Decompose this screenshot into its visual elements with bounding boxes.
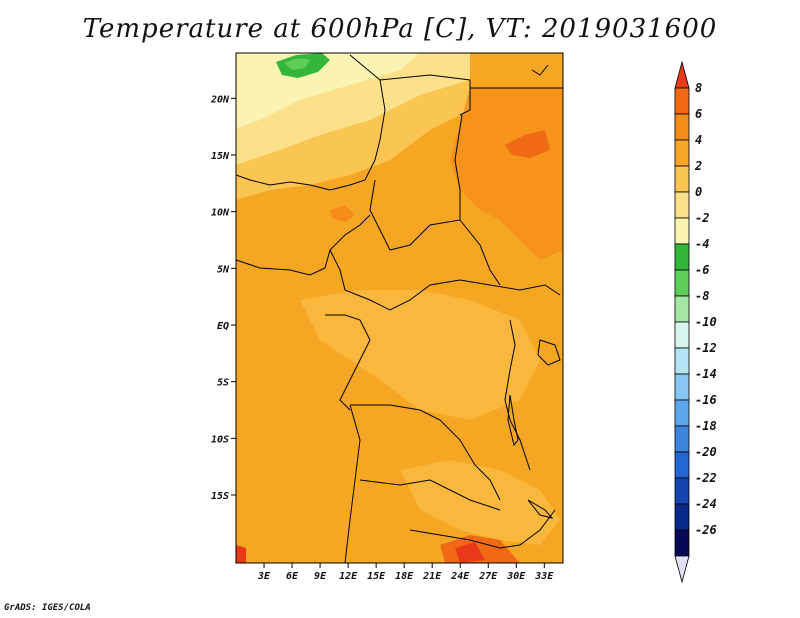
colorbar-swatch-17 [674,503,690,531]
x-tick-label-15E: 15E [367,571,386,582]
y-tick-label-5N: 5N [217,264,230,275]
lake-kariba [527,499,554,519]
sudan-southsudan-border [459,219,501,286]
colorbar-swatch-9 [674,295,690,323]
field-band-minus8-to-minus6 [284,58,310,70]
x-tick-label-6E: 6E [286,571,299,582]
sahel-border [236,54,386,191]
y-tick-label-5S: 5S [217,378,229,389]
x-tick-label-18E: 18E [395,571,414,582]
field-band-4-to-6-central [330,205,355,222]
colorbar-label--8: -8 [695,289,709,303]
colorbar-swatch-15 [674,451,690,479]
colorbar-label--16: -16 [695,393,717,407]
angola-zambia-border [359,479,501,511]
x-tick-label-30E: 30E [506,571,526,582]
colorbar-label--4: -4 [695,237,709,251]
y-tick-label-10N: 10N [211,208,230,219]
angola-west-coast [344,404,361,563]
x-tick-label-9E: 9E [314,571,327,582]
colorbar-swatch-12 [674,373,690,401]
colorbar-swatch-14 [674,425,690,453]
nigeria-cameroon-border [236,214,371,276]
colorbar-swatch-6 [674,217,690,245]
colorbar-label-2: 2 [694,159,702,173]
colorbar-label--26: -26 [695,523,717,537]
colorbar-swatch-7 [674,243,690,271]
drc-angola-border [350,404,501,501]
chart-title: Temperature at 600hPa [C], VT: 201903160… [82,14,718,44]
colorbar-swatch-3 [674,139,690,167]
gabon-congo-border [325,314,371,411]
lake-tanganyika [507,394,519,447]
colorbar-swatch-0 [674,60,690,89]
colorbar-label--22: -22 [695,471,717,485]
colorbar-label--24: -24 [695,497,717,511]
colorbar-swatch-8 [674,269,690,297]
colorbar-swatch-1 [674,87,690,115]
y-tick-label-EQ: EQ [217,321,229,332]
y-tick-label-10S: 10S [211,434,229,445]
x-tick-label-27E: 27E [478,571,498,582]
x-axis: 3E 6E 9E 12E 15E 18E 21E 24E 27E 30E 33E [257,563,554,582]
country-borders [236,54,563,563]
field-band-0-to-2-south [400,460,560,545]
colorbar-label--10: -10 [695,315,717,329]
colorbar-swatch-16 [674,477,690,505]
y-tick-label-20N: 20N [210,94,230,105]
northeast-coast [531,64,549,76]
colorbar-swatch-5 [674,191,690,219]
colorbar-label--18: -18 [695,419,717,433]
colorbar-label-4: 4 [695,133,702,147]
colorbar-swatch-4 [674,165,690,193]
credit-text: GrADS: IGES/COLA [4,603,91,613]
great-lakes-border [504,319,531,471]
y-axis: 20N 15N 10N 5N EQ 5S 10S 15S [210,94,236,502]
x-tick-label-21E: 21E [422,571,442,582]
colorbar: 8 6 4 2 0 -2 -4 -6 -8 -10 -12 -14 -16 -18 -20 -22 -24 -26 [674,60,717,584]
colorbar-label--2: -2 [695,211,709,225]
colorbar-swatch-2 [674,113,690,141]
colorbar-label-6: 6 [695,107,702,121]
colorbar-swatch-18 [674,529,690,557]
x-tick-label-33E: 33E [534,571,554,582]
libya-chad-border [379,74,471,116]
y-tick-label-15S: 15S [211,491,229,502]
field-band-6-to-8-southwest [236,545,246,563]
colorbar-label-8: 8 [695,81,702,95]
colorbar-swatch-11 [674,347,690,375]
colorbar-swatch-10 [674,321,690,349]
temperature-field [236,53,563,563]
car-congo-border [329,249,561,311]
colorbar-swatch-19 [674,555,690,584]
field-band-6-to-8-southeast [455,542,485,563]
y-tick-label-15N: 15N [211,151,230,162]
x-tick-label-12E: 12E [339,571,358,582]
field-band-4-to-6-east [505,130,550,158]
x-tick-label-3E: 3E [257,571,271,582]
colorbar-swatch-13 [674,399,690,427]
x-tick-label-24E: 24E [450,571,470,582]
colorbar-label--12: -12 [695,341,717,355]
colorbar-label--14: -14 [695,367,717,381]
colorbar-label--20: -20 [695,445,717,459]
colorbar-label--6: -6 [695,263,709,277]
field-band-0-to-2-congo [300,290,540,420]
lake-victoria [537,339,561,366]
plot-frame [235,52,564,564]
zambia-zimbabwe-border [409,509,556,549]
field-band-east-warm [450,88,563,260]
colorbar-label-0: 0 [695,185,702,199]
chad-sudan-border [369,114,463,251]
